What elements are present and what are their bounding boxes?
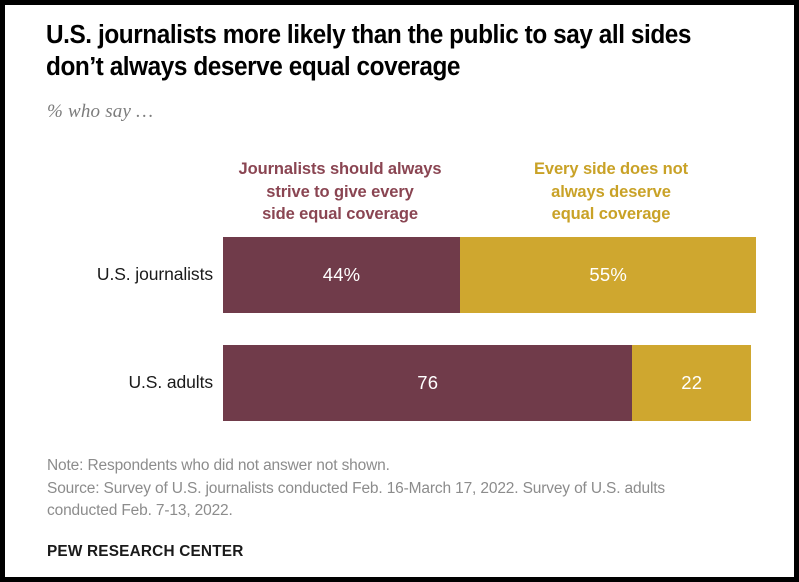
legend-header-right-line1: Every side does not: [534, 160, 688, 178]
bar-value-label: 44%: [322, 264, 361, 285]
chart-subtitle: % who say …: [47, 101, 154, 122]
bar-segment-left[interactable]: 44%: [223, 237, 461, 313]
chart-title: U.S. journalists more likely than the pu…: [46, 21, 692, 81]
note-line: Note: Respondents who did not answer not…: [47, 457, 390, 474]
brand-pew-research-center: PEW RESEARCH CENTER: [47, 543, 244, 560]
chart-inner: U.S. journalists more likely than the pu…: [5, 5, 794, 577]
legend-header-right: Every side does not always deserve equal…: [505, 158, 717, 226]
legend-header-left-line2: strive to give every: [266, 182, 414, 201]
bar-segment-right[interactable]: 22: [632, 345, 751, 421]
bar-segment-right[interactable]: 55%: [460, 237, 757, 313]
legend-header-left: Journalists should always strive to give…: [195, 158, 485, 226]
bar-row-us-adults: 76 22: [223, 345, 751, 421]
bar-row-us-journalists: 44% 55%: [223, 237, 757, 313]
chart-notes: Note: Respondents who did not answer not…: [47, 455, 762, 523]
category-label-us-journalists: U.S. journalists: [96, 264, 213, 284]
bar-value-label: 55%: [589, 264, 628, 285]
source-line-1: Source: Survey of U.S. journalists condu…: [47, 479, 666, 497]
source-line-2: conducted Feb. 7-13, 2022.: [47, 502, 233, 519]
legend-header-left-line1: Journalists should always: [238, 160, 442, 178]
bar-segment-left[interactable]: 76: [223, 345, 633, 421]
legend-header-right-line2: always deserve: [551, 182, 671, 201]
legend-header-left-line3: side equal coverage: [262, 205, 418, 223]
chart-plot-area: Journalists should always strive to give…: [5, 5, 794, 577]
category-label-us-adults: U.S. adults: [128, 372, 214, 392]
bar-value-label: 76: [417, 372, 439, 393]
bar-value-label: 22: [681, 372, 703, 393]
legend-header-right-line3: equal coverage: [551, 205, 671, 223]
